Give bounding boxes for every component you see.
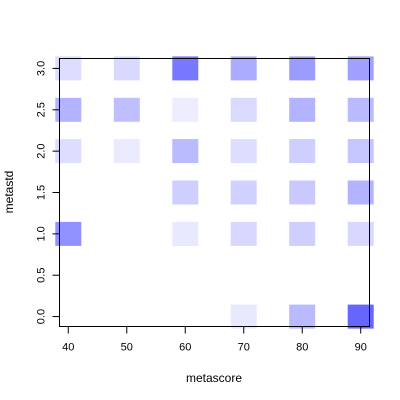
heatmap-cell	[172, 56, 199, 81]
heatmap-cell	[113, 139, 140, 164]
x-tick-label: 50	[121, 342, 133, 354]
x-tick-label: 70	[238, 342, 250, 354]
heatmap-cell	[172, 221, 199, 246]
y-tick-label: 1.5	[36, 185, 48, 200]
heatmap-cell	[230, 304, 257, 329]
y-tick-label: 0.5	[36, 268, 48, 283]
heatmap-cell	[289, 139, 316, 164]
x-tick-label: 80	[296, 342, 308, 354]
heatmap-cell	[113, 56, 140, 81]
heatmap-cell	[230, 56, 257, 81]
y-tick-label: 1.0	[36, 226, 48, 241]
y-axis-title: metastd	[2, 171, 16, 214]
x-tick-label: 90	[355, 342, 367, 354]
x-tick-label: 40	[62, 342, 74, 354]
y-tick-label: 2.0	[36, 143, 48, 158]
heatmap-cell	[289, 97, 316, 122]
y-tick-label: 2.5	[36, 102, 48, 117]
y-tick-label: 0.0	[36, 309, 48, 324]
heatmap-cell	[230, 221, 257, 246]
heatmap-cell	[230, 180, 257, 205]
x-tick-label: 60	[179, 342, 191, 354]
cells-layer	[55, 56, 374, 329]
plot-frame	[59, 58, 370, 327]
heatmap-cell	[289, 304, 316, 329]
heatmap-cell	[113, 97, 140, 122]
heatmap-cell	[172, 139, 199, 164]
heatmap-cell	[289, 221, 316, 246]
heatmap-cell	[289, 56, 316, 81]
x-axis: 40 50 60 70 80 90	[62, 326, 367, 354]
heatmap-cell	[289, 180, 316, 205]
heatmap-cell	[172, 97, 199, 122]
x-axis-title: metascore	[186, 371, 242, 385]
heatmap-cell	[230, 97, 257, 122]
y-tick-label: 3.0	[36, 61, 48, 76]
heatmap-cell	[172, 180, 199, 205]
heatmap-cell	[230, 139, 257, 164]
y-axis: 0.0 0.5 1.0 1.5 2.0 2.5 3.0	[36, 61, 60, 324]
